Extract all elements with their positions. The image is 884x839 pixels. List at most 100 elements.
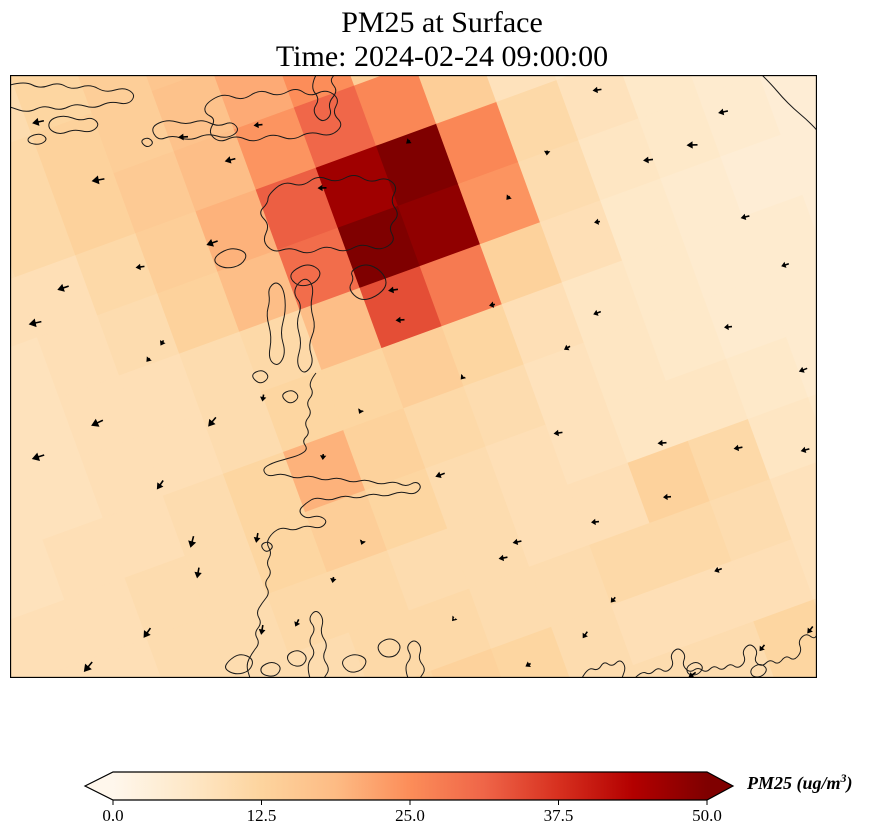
wind-arrow bbox=[159, 340, 166, 346]
coastline-path bbox=[761, 75, 817, 132]
wind-arrow bbox=[525, 661, 531, 668]
coastline-path bbox=[405, 640, 425, 678]
wind-arrow bbox=[317, 184, 327, 192]
wind-arrow bbox=[146, 356, 152, 362]
colorbar-under-arrow bbox=[85, 772, 113, 800]
plot-title-line1: PM25 at Surface bbox=[341, 6, 543, 39]
coastline-path bbox=[349, 264, 387, 300]
wind-arrow bbox=[807, 625, 814, 634]
wind-arrow bbox=[582, 631, 588, 639]
coastline-path bbox=[27, 133, 47, 145]
plot-border bbox=[10, 75, 817, 678]
coastline-path bbox=[581, 660, 626, 678]
wind-arrow bbox=[498, 554, 508, 562]
wind-arrow bbox=[733, 444, 743, 452]
plot-title: PM25 at Surface Time: 2024-02-24 09:00:0… bbox=[0, 6, 884, 74]
map-plot bbox=[10, 75, 817, 678]
coastline-path bbox=[214, 248, 247, 269]
coastline-path bbox=[377, 638, 401, 658]
wind-arrow bbox=[57, 283, 69, 292]
wind-arrow bbox=[135, 263, 145, 271]
wind-arrow bbox=[319, 453, 327, 460]
wind-arrow bbox=[358, 408, 364, 414]
wind-arrow bbox=[543, 150, 551, 156]
coastline-path bbox=[312, 75, 337, 122]
colorbar-tick-label: 25.0 bbox=[395, 806, 425, 825]
colorbar-tick-label: 37.5 bbox=[544, 806, 574, 825]
wind-arrow bbox=[206, 238, 218, 247]
coastline-path bbox=[141, 137, 153, 148]
colorbar: 0.0 12.5 25.0 37.5 50.0 bbox=[0, 762, 884, 839]
wind-arrow bbox=[31, 452, 45, 461]
colorbar-tick-label: 50.0 bbox=[692, 806, 722, 825]
wind-arrow bbox=[591, 518, 600, 526]
wind-arrow bbox=[253, 121, 263, 129]
wind-arrow bbox=[714, 566, 723, 573]
coastline-path bbox=[246, 372, 421, 678]
plot-title-line2: Time: 2024-02-24 09:00:00 bbox=[275, 40, 609, 73]
wind-arrow bbox=[759, 644, 766, 652]
wind-arrow bbox=[260, 394, 267, 402]
wind-arrow bbox=[506, 194, 512, 200]
wind-arrow bbox=[258, 624, 266, 635]
wind-arrow bbox=[688, 671, 697, 678]
colorbar-label-text: PM25 (ug/m bbox=[747, 773, 841, 793]
wind-arrow bbox=[657, 439, 667, 447]
coastline-path bbox=[266, 282, 286, 365]
wind-arrow bbox=[156, 480, 164, 490]
wind-arrow bbox=[294, 619, 301, 627]
wind-arrow bbox=[330, 576, 337, 583]
wind-arrow bbox=[686, 141, 698, 149]
wind-arrow bbox=[406, 138, 412, 144]
wind-arrow bbox=[724, 323, 733, 331]
colorbar-canvas: 0.0 12.5 25.0 37.5 50.0 bbox=[83, 771, 735, 825]
wind-arrow bbox=[512, 538, 522, 546]
wind-arrow bbox=[28, 318, 42, 328]
wind-arrow bbox=[563, 344, 571, 351]
wind-arrow bbox=[188, 535, 197, 548]
map-canvas bbox=[10, 75, 817, 678]
coastline-path bbox=[252, 370, 269, 384]
wind-arrow bbox=[452, 615, 458, 622]
colorbar-over-arrow bbox=[707, 772, 733, 800]
wind-arrow bbox=[208, 416, 217, 427]
colorbar-tick-label: 0.0 bbox=[102, 806, 123, 825]
wind-arrow bbox=[718, 108, 729, 116]
wind-arrow bbox=[594, 218, 601, 225]
colorbar-label: PM25 (ug/m3) bbox=[747, 771, 853, 794]
coastline-path bbox=[282, 390, 299, 404]
wind-arrow bbox=[395, 316, 405, 324]
heatmap-cells bbox=[10, 75, 817, 678]
wind-arrow bbox=[781, 261, 790, 268]
wind-arrow bbox=[489, 301, 496, 308]
colorbar-label-sup: 3 bbox=[840, 771, 847, 785]
wind-arrow bbox=[610, 596, 617, 603]
wind-arrow bbox=[388, 286, 399, 294]
wind-arrow bbox=[178, 133, 189, 141]
wind-arrow bbox=[143, 627, 152, 638]
wind-arrow bbox=[32, 117, 45, 126]
wind-arrow bbox=[798, 366, 808, 373]
wind-arrow bbox=[435, 471, 445, 479]
wind-arrow bbox=[460, 374, 467, 380]
wind-arrow bbox=[91, 418, 104, 427]
coastline-path bbox=[225, 654, 253, 675]
coastline-path bbox=[287, 650, 307, 667]
wind-arrow bbox=[553, 429, 563, 437]
wind-arrow bbox=[800, 446, 810, 453]
wind-arrow bbox=[194, 567, 202, 579]
coastline-path bbox=[290, 264, 321, 287]
wind-arrow bbox=[91, 175, 105, 185]
wind-arrow bbox=[592, 86, 602, 94]
wind-arrow bbox=[643, 156, 654, 164]
coastline-path bbox=[260, 175, 398, 254]
coastline-path bbox=[307, 611, 329, 678]
colorbar-gradient-bar bbox=[113, 772, 707, 800]
wind-arrow bbox=[359, 539, 366, 545]
wind-arrows bbox=[28, 86, 814, 678]
colorbar-label-close: ) bbox=[846, 773, 853, 793]
wind-arrow bbox=[740, 213, 750, 220]
coastline-path bbox=[260, 662, 281, 677]
coastline-path bbox=[48, 115, 99, 134]
